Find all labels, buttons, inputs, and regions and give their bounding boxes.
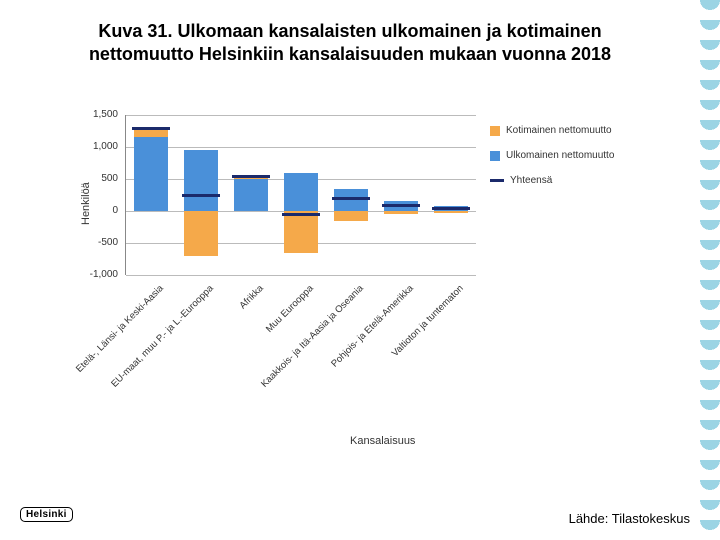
bar-slot: [230, 115, 272, 275]
legend-item-ulkomainen: Ulkomainen nettomuutto: [490, 150, 640, 161]
legend-swatch-ulkomainen: [490, 151, 500, 161]
marker-yhteensa: [332, 197, 370, 200]
bar-slot: [280, 115, 322, 275]
x-tick-label: Afrikka: [152, 283, 266, 397]
bar-ulkomainen: [234, 179, 268, 211]
y-axis-title: Henkilöä: [80, 182, 92, 225]
bar-slot: [380, 115, 422, 275]
legend-item-kotimainen: Kotimainen nettomuutto: [490, 125, 640, 136]
x-tick-label: Muu Eurooppa: [202, 283, 316, 397]
legend: Kotimainen nettomuutto Ulkomainen nettom…: [490, 125, 640, 200]
x-axis-title: Kansalaisuus: [350, 435, 415, 447]
legend-label-yhteensa: Yhteensä: [510, 175, 552, 186]
bar-slot: [330, 115, 372, 275]
decorative-wave: [700, 0, 720, 540]
bar-ulkomainen: [184, 150, 218, 211]
y-tick-label: 1,500: [70, 109, 118, 120]
chart: Henkilöä -1,000-50005001,0001,500 Etelä-…: [70, 115, 630, 465]
bar-slot: [130, 115, 172, 275]
legend-label-kotimainen: Kotimainen nettomuutto: [506, 125, 612, 136]
y-tick-label: 500: [70, 173, 118, 184]
bar-ulkomainen: [134, 137, 168, 211]
bar-slot: [430, 115, 472, 275]
x-tick-label: Pohjois- ja Etelä-Amerikka: [302, 283, 416, 397]
x-tick-label: Etelä-, Länsi- ja Keski-Aasia: [52, 283, 166, 397]
x-tick-label: Valtioton ja tuntematon: [352, 283, 466, 397]
legend-label-ulkomainen: Ulkomainen nettomuutto: [506, 150, 614, 161]
y-tick-label: 1,000: [70, 141, 118, 152]
y-tick-label: 0: [70, 205, 118, 216]
bar-kotimainen: [384, 211, 418, 214]
bar-kotimainen: [284, 211, 318, 253]
helsinki-logo: Helsinki: [20, 507, 73, 522]
legend-item-yhteensa: Yhteensä: [490, 175, 640, 186]
marker-yhteensa: [382, 204, 420, 207]
y-tick-label: -500: [70, 237, 118, 248]
plot-area: [125, 115, 476, 275]
marker-yhteensa: [132, 127, 170, 130]
legend-swatch-yhteensa: [490, 179, 504, 182]
legend-swatch-kotimainen: [490, 126, 500, 136]
x-tick-label: EU-maat, muu P.- ja L.-Eurooppa: [102, 283, 216, 397]
bar-kotimainen: [434, 211, 468, 213]
chart-title: Kuva 31. Ulkomaan kansalaisten ulkomaine…: [70, 20, 630, 65]
bar-kotimainen: [184, 211, 218, 256]
bar-kotimainen: [334, 211, 368, 221]
gridline: [126, 275, 476, 276]
bar-ulkomainen: [284, 173, 318, 211]
marker-yhteensa: [232, 175, 270, 178]
y-tick-label: -1,000: [70, 269, 118, 280]
marker-yhteensa: [182, 194, 220, 197]
marker-yhteensa: [432, 207, 470, 210]
marker-yhteensa: [282, 213, 320, 216]
bar-slot: [180, 115, 222, 275]
x-tick-label: Kaakkois- ja Itä-Aasia ja Oseania: [252, 283, 366, 397]
source-text: Lähde: Tilastokeskus: [569, 511, 690, 526]
